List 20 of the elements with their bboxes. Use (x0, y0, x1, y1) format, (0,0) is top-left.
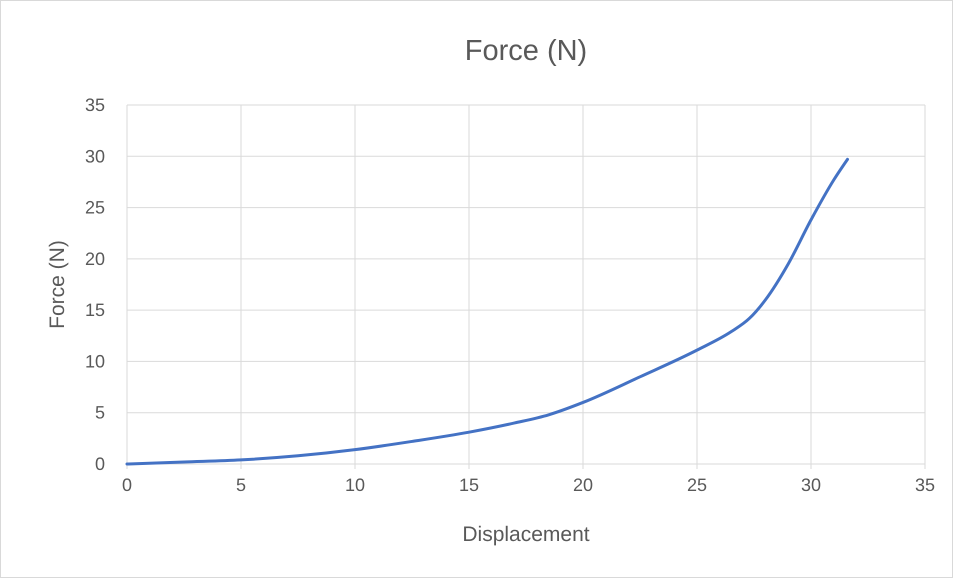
x-tick-label: 20 (572, 475, 594, 495)
y-tick-label: 35 (84, 95, 105, 115)
x-tick-label: 30 (800, 475, 822, 495)
x-tick-label: 5 (236, 475, 246, 495)
line-series (126, 158, 849, 466)
x-tick-label: 15 (458, 475, 480, 495)
y-tick-label: 10 (84, 351, 105, 372)
x-tick-label: 10 (344, 475, 366, 495)
y-tick-label: 0 (94, 454, 105, 474)
y-tick-label: 5 (94, 402, 105, 423)
y-tick-label: 20 (84, 248, 105, 269)
chart-title: Force (N) (464, 35, 588, 67)
y-axis-title: Force (N) (46, 240, 69, 329)
x-tick-label: 35 (914, 475, 936, 495)
x-tick-label: 0 (122, 475, 132, 495)
y-tick-label: 15 (84, 300, 105, 320)
y-tick-label: 30 (84, 146, 105, 166)
x-axis-title: Displacement (462, 523, 590, 546)
x-tick-label: 25 (686, 475, 708, 495)
y-tick-label: 25 (84, 198, 105, 218)
